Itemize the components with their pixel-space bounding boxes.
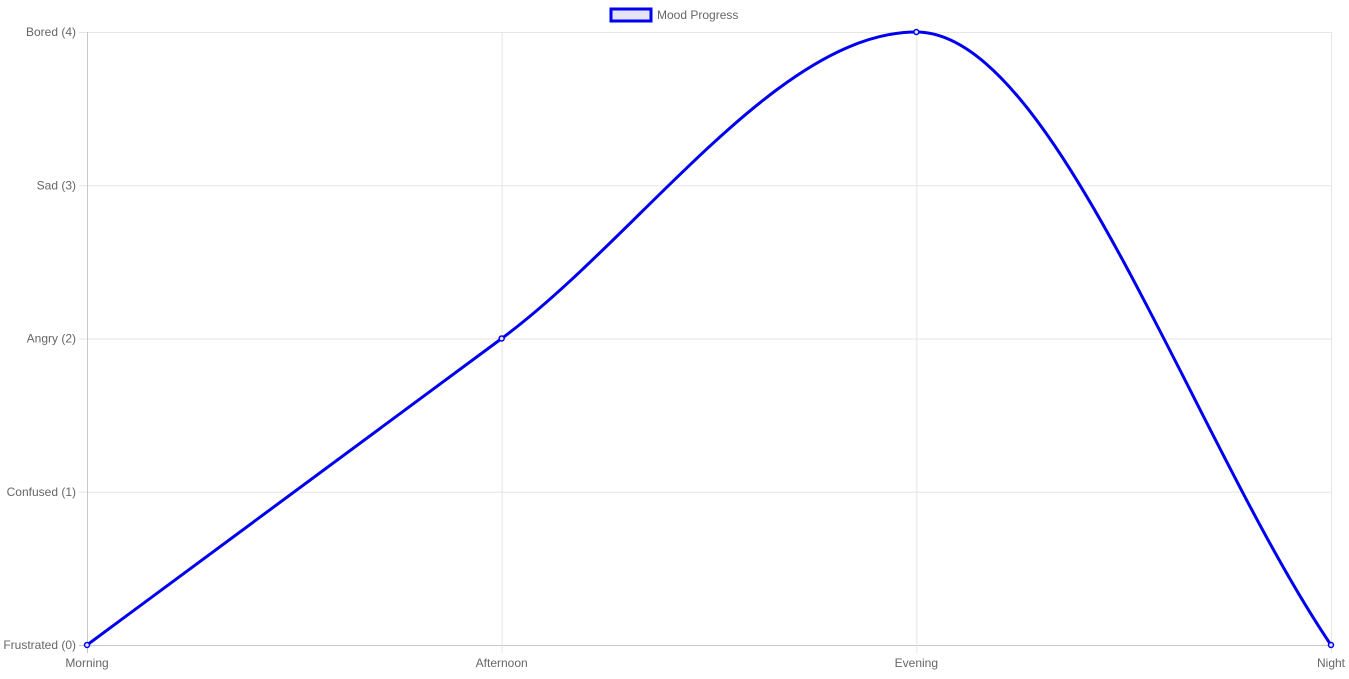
series-line bbox=[85, 30, 1333, 647]
data-point bbox=[1327, 641, 1335, 649]
data-point bbox=[498, 335, 505, 342]
legend-swatch[interactable] bbox=[609, 7, 653, 23]
x-tick-label: Afternoon bbox=[476, 656, 528, 670]
legend[interactable]: Mood Progress bbox=[609, 7, 738, 23]
axis-layer: Frustrated (0) Confused (1) Angry (2) Sad (… bbox=[3, 25, 1345, 670]
x-tick-label: Evening bbox=[895, 656, 938, 670]
x-tick-label: Night bbox=[1317, 656, 1346, 670]
data-point bbox=[913, 28, 920, 36]
x-tick-label: Morning bbox=[65, 656, 108, 670]
y-tick-label: Bored (4) bbox=[26, 25, 76, 39]
series-layer bbox=[83, 28, 1335, 649]
y-tick-label: Sad (3) bbox=[37, 178, 76, 192]
grid-layer bbox=[79, 32, 1332, 653]
legend-label[interactable]: Mood Progress bbox=[657, 8, 738, 22]
data-point bbox=[83, 641, 91, 649]
y-tick-label: Frustrated (0) bbox=[3, 638, 76, 652]
y-tick-label: Confused (1) bbox=[7, 485, 76, 499]
y-tick-label: Angry (2) bbox=[27, 332, 76, 346]
